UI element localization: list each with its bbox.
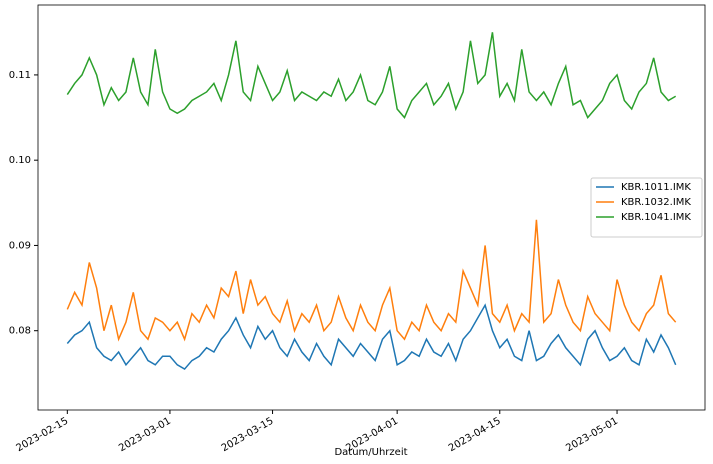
x-tick-label: 2023-04-15 bbox=[447, 416, 503, 455]
legend-label: KBR.1041.IMK bbox=[621, 212, 691, 223]
x-tick-label: 2023-05-01 bbox=[564, 416, 620, 455]
legend-label: KBR.1032.IMK bbox=[621, 197, 691, 208]
y-tick-label: 0.09 bbox=[9, 240, 31, 251]
y-tick-label: 0.08 bbox=[9, 326, 31, 337]
series-line bbox=[66, 303, 677, 371]
legend-box bbox=[590, 177, 703, 238]
x-tick-label: 2023-03-01 bbox=[117, 416, 173, 455]
plot-frame bbox=[37, 4, 706, 411]
y-tick-label: 0.10 bbox=[9, 155, 31, 166]
x-axis-label: Datum/Uhrzeit bbox=[334, 447, 407, 458]
legend-label: KBR.1011.IMK bbox=[621, 182, 691, 193]
series-line bbox=[66, 219, 677, 342]
y-tick-label: 0.11 bbox=[9, 70, 31, 81]
x-tick-label: 2023-03-15 bbox=[220, 416, 276, 455]
x-tick-label: 2023-02-15 bbox=[14, 416, 70, 455]
series-line bbox=[66, 32, 677, 119]
